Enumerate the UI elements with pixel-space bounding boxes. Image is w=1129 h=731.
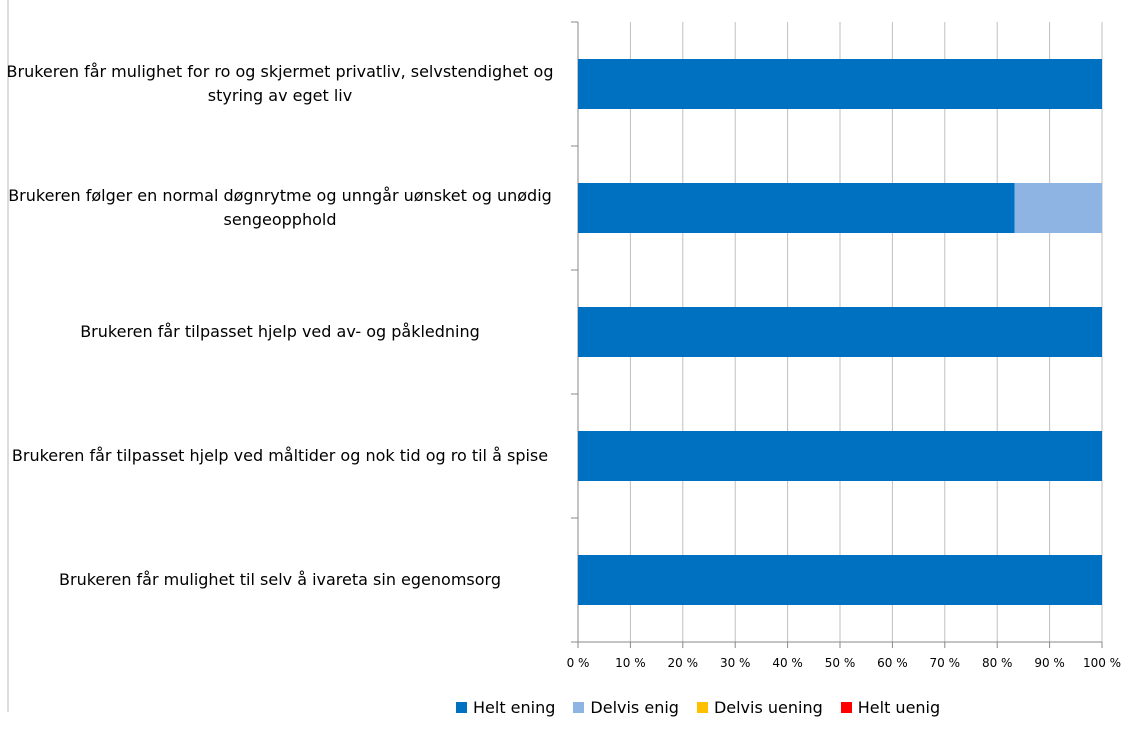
x-tick-label: 100 % [1083, 656, 1121, 670]
x-tick-label: 20 % [668, 656, 699, 670]
category-label: Brukeren får tilpasset hjelp ved måltide… [11, 446, 549, 465]
bar-segment [578, 183, 1015, 233]
legend-swatch [573, 702, 585, 713]
legend-label: Delvis uening [713, 698, 823, 717]
bar-segment [578, 307, 1102, 357]
bar-segment [578, 59, 1102, 109]
legend-swatch [696, 702, 708, 713]
legend-swatch [456, 702, 467, 713]
x-tick-label: 30 % [720, 656, 751, 670]
legend-label: Delvis enig [590, 698, 679, 717]
bar-segment [578, 431, 1102, 481]
legend-item: Delvis enig [573, 698, 679, 717]
x-tick-label: 40 % [772, 656, 803, 670]
legend: Helt ening Delvis enig Delvis uening Helt u… [456, 698, 940, 717]
x-tick-label: 0 % [567, 656, 590, 670]
legend-label: Helt ening [473, 698, 556, 717]
bar-segment [1014, 183, 1102, 233]
category-label: Brukeren følger en normal døgnrytme og u… [8, 186, 552, 229]
x-tick-label: 50 % [825, 656, 856, 670]
x-tick-label: 80 % [982, 656, 1013, 670]
category-label: Brukeren får mulighet til selv å ivareta… [59, 570, 501, 589]
x-tick-label: 10 % [615, 656, 646, 670]
x-tick-label: 90 % [1034, 656, 1065, 670]
x-tick-label: 70 % [930, 656, 961, 670]
category-label: Brukeren får mulighet for ro og skjermet… [6, 62, 554, 105]
legend-swatch [840, 702, 852, 713]
bar-segment [578, 555, 1102, 605]
legend-item: Helt uenig [840, 698, 941, 717]
legend-item: Delvis uening [696, 698, 823, 717]
legend-label: Helt uenig [857, 698, 941, 717]
x-tick-label: 60 % [877, 656, 908, 670]
legend-item: Helt ening [456, 698, 555, 717]
category-label: Brukeren får tilpasset hjelp ved av- og … [80, 322, 480, 341]
